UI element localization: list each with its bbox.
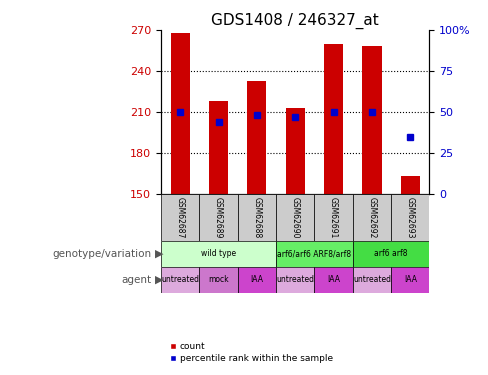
Bar	[238, 194, 276, 241]
Text: GSM62689: GSM62689	[214, 197, 223, 238]
Bar	[362, 46, 382, 194]
Text: agent: agent	[121, 274, 151, 285]
Text: untreated: untreated	[276, 275, 314, 284]
Bar	[161, 267, 200, 292]
Legend: count, percentile rank within the sample: count, percentile rank within the sample	[165, 339, 337, 367]
Text: untreated: untreated	[353, 275, 391, 284]
Text: IAA: IAA	[327, 275, 340, 284]
Text: GSM62691: GSM62691	[329, 197, 338, 238]
Bar	[314, 194, 353, 241]
Bar	[401, 176, 420, 194]
Text: GSM62690: GSM62690	[291, 197, 300, 238]
Bar	[171, 33, 190, 194]
Text: mock: mock	[208, 275, 229, 284]
Text: GSM62687: GSM62687	[176, 197, 185, 238]
Text: wild type: wild type	[201, 249, 236, 258]
Text: arf6/arf6 ARF8/arf8: arf6/arf6 ARF8/arf8	[277, 249, 351, 258]
Bar	[353, 241, 429, 267]
Text: IAA: IAA	[250, 275, 264, 284]
Bar	[276, 241, 353, 267]
Bar	[391, 194, 429, 241]
Bar	[276, 194, 314, 241]
Bar	[353, 194, 391, 241]
Bar	[161, 241, 276, 267]
Text: untreated: untreated	[161, 275, 199, 284]
Bar	[238, 267, 276, 292]
Bar	[200, 267, 238, 292]
Bar	[200, 194, 238, 241]
Bar	[391, 267, 429, 292]
Text: GSM62692: GSM62692	[367, 197, 376, 238]
Text: ▶: ▶	[155, 249, 163, 259]
Text: ▶: ▶	[155, 274, 163, 285]
Bar	[209, 101, 228, 194]
Bar	[247, 81, 266, 194]
Bar	[353, 267, 391, 292]
Text: arf6 arf8: arf6 arf8	[374, 249, 408, 258]
Bar	[314, 267, 353, 292]
Bar	[324, 44, 343, 194]
Title: GDS1408 / 246327_at: GDS1408 / 246327_at	[211, 12, 379, 28]
Bar	[285, 108, 305, 194]
Text: GSM62688: GSM62688	[252, 197, 262, 238]
Bar	[276, 267, 314, 292]
Bar	[161, 194, 200, 241]
Text: genotype/variation: genotype/variation	[52, 249, 151, 259]
Text: IAA: IAA	[404, 275, 417, 284]
Text: GSM62693: GSM62693	[406, 197, 415, 238]
